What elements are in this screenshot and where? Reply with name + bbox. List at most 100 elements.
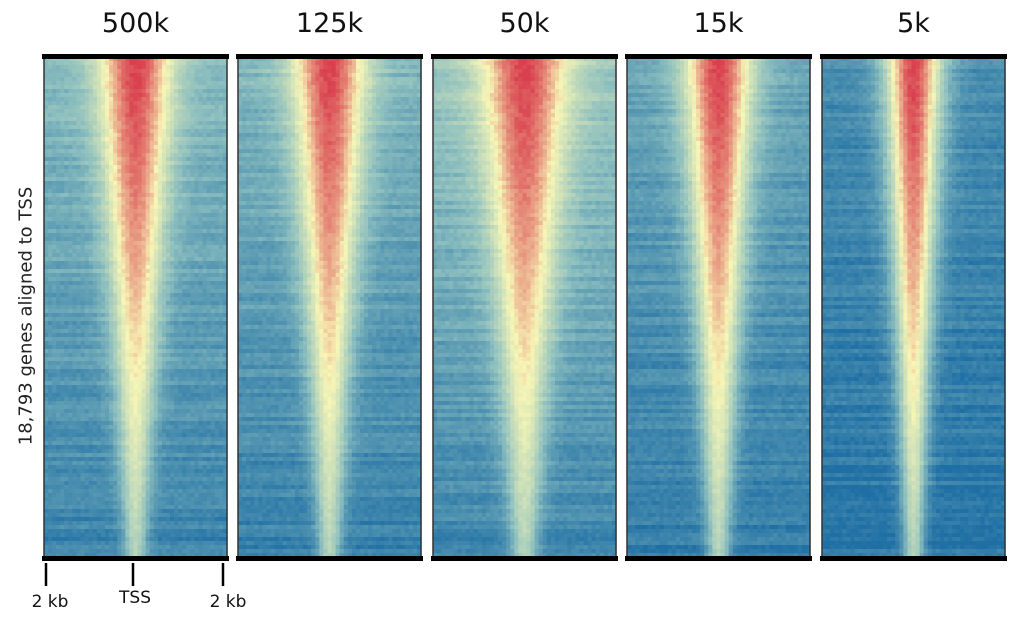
heatmap-cell [138,229,143,234]
heatmap-cell [190,165,195,170]
heatmap-cell [77,373,82,378]
heatmap-cell [109,121,114,126]
heatmap-cell [72,217,77,222]
heatmap-cell [170,85,175,90]
heatmap-cell [138,389,143,394]
heatmap-cell [174,173,179,178]
heatmap-cell [182,473,187,478]
heatmap-cell [194,433,199,438]
heatmap-cell [56,145,61,150]
heatmap-cell [81,401,86,406]
heatmap-cell [129,265,134,270]
heatmap-cell [211,297,216,302]
heatmap-cell [203,81,208,86]
heatmap-cell [48,429,53,434]
heatmap-cell [89,493,94,498]
heatmap-cell [72,429,77,434]
heatmap-cell [199,61,204,66]
heatmap-cell [48,233,53,238]
heatmap-cell [121,413,126,418]
heatmap-cell [170,81,175,86]
heatmap-cell [129,289,134,294]
heatmap-cell [60,281,65,286]
heatmap-cell [48,445,53,450]
heatmap-cell [207,361,212,366]
heatmap-cell [215,121,220,126]
heatmap-cell [182,141,187,146]
heatmap-cell [52,261,57,266]
heatmap-cell [215,109,220,114]
heatmap-cell [182,153,187,158]
heatmap-cell [133,417,138,422]
heatmap-cell [194,293,199,298]
heatmap-cell [203,421,208,426]
heatmap-cell [146,113,151,118]
heatmap-cell [146,89,151,94]
heatmap-cell [129,485,134,490]
heatmap-cell [117,393,122,398]
heatmap-cell [174,269,179,274]
heatmap-cell [207,485,212,490]
heatmap-cell [129,253,134,258]
heatmap-cell [186,221,191,226]
heatmap-cell [166,205,171,210]
heatmap-cell [117,109,122,114]
heatmap-cell [85,189,90,194]
heatmap-cell [129,189,134,194]
heatmap-cell [194,429,199,434]
heatmap-cell [194,297,199,302]
heatmap-cell [64,453,69,458]
heatmap-cell [146,425,151,430]
heatmap-cell [109,453,114,458]
heatmap-cell [125,361,130,366]
heatmap-cell [77,289,82,294]
heatmap-cell [56,105,61,110]
heatmap-cell [52,293,57,298]
heatmap-cell [85,113,90,118]
heatmap-cell [125,145,130,150]
heatmap-cell [170,329,175,334]
heatmap-cell [215,181,220,186]
heatmap-cell [117,93,122,98]
heatmap-cell [203,61,208,66]
heatmap-cell [101,361,106,366]
heatmap-cell [142,409,147,414]
heatmap-cell [113,225,118,230]
heatmap-cell [77,109,82,114]
heatmap-cell [68,485,73,490]
heatmap-cell [150,441,155,446]
heatmap-cell [162,281,167,286]
heatmap-cell [215,205,220,210]
heatmap-cell [178,269,183,274]
heatmap-cell [121,429,126,434]
heatmap-cell [150,233,155,238]
heatmap-cell [52,265,57,270]
heatmap-cell [150,277,155,282]
heatmap-cell [170,113,175,118]
heatmap-cell [109,177,114,182]
heatmap-cell [125,165,130,170]
heatmap-cell [190,457,195,462]
heatmap-cell [170,173,175,178]
heatmap-cell [166,141,171,146]
heatmap-cell [64,381,69,386]
heatmap-cell [93,229,98,234]
heatmap-cell [178,393,183,398]
heatmap-cell [166,217,171,222]
heatmap-cell [150,381,155,386]
heatmap-cell [150,325,155,330]
heatmap-cell [48,337,53,342]
heatmap-cell [190,357,195,362]
heatmap-cell [190,353,195,358]
heatmap-cell [154,385,159,390]
heatmap-cell [215,349,220,354]
heatmap-cell [97,137,102,142]
heatmap-cell [101,133,106,138]
heatmap-cell [215,265,220,270]
heatmap-cell [138,369,143,374]
heatmap-cell [89,341,94,346]
heatmap-cell [158,121,163,126]
heatmap-cell [166,365,171,370]
heatmap-cell [194,193,199,198]
heatmap-cell [142,89,147,94]
